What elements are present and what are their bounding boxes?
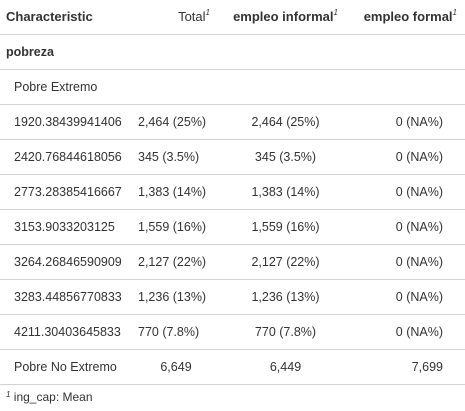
cell-formal: 0 (NA%) [395, 184, 443, 199]
table-row: 2773.28385416667 1,383 (14%) 1,383 (14%)… [0, 174, 465, 209]
cell-total: 345 (3.5%) [138, 149, 200, 164]
subgroup-label: Pobre Extremo [14, 79, 98, 94]
cell-total: 770 (7.8%) [138, 324, 200, 339]
table-row: 2420.76844618056 345 (3.5%) 345 (3.5%) 0… [0, 139, 465, 174]
cell-formal: 7,699 [411, 359, 443, 374]
cell-informal: 1,236 (13%) [251, 289, 320, 304]
row-label: 4211.30403645833 [14, 324, 121, 339]
cell-informal: 770 (7.8%) [254, 324, 317, 339]
footnote-marker: 1 [333, 8, 338, 18]
table-row: 3283.44856770833 1,236 (13%) 1,236 (13%)… [0, 279, 465, 314]
subgroup-row-pobre-extremo: Pobre Extremo [0, 69, 465, 104]
header-total: Total1 [178, 8, 210, 25]
row-label: 3264.26846590909 [14, 254, 122, 269]
cell-formal: 0 (NA%) [395, 114, 443, 129]
table-row: 3264.26846590909 2,127 (22%) 2,127 (22%)… [0, 244, 465, 279]
cell-formal: 0 (NA%) [395, 289, 443, 304]
cell-formal: 0 (NA%) [395, 149, 443, 164]
header-row: Characteristic Total1 empleo informal1 e… [0, 0, 465, 34]
footnote-text: ing_cap: Mean [13, 389, 93, 404]
cell-total: 2,464 (25%) [138, 114, 207, 129]
cell-informal: 1,559 (16%) [251, 219, 320, 234]
cell-total: 1,236 (13%) [138, 289, 207, 304]
table-row-pobre-no-extremo: Pobre No Extremo 6,649 6,449 7,699 [0, 349, 465, 384]
summary-table: Characteristic Total1 empleo informal1 e… [0, 0, 465, 384]
header-empleo-informal: empleo informal1 [233, 8, 338, 25]
row-label: 3283.44856770833 [14, 289, 122, 304]
cell-total: 6,649 [160, 359, 192, 374]
header-characteristic: Characteristic [6, 9, 93, 25]
row-label: 1920.38439941406 [14, 114, 122, 129]
cell-informal: 2,464 (25%) [251, 114, 320, 129]
row-label: 3153.9033203125 [14, 219, 115, 234]
row-label: Pobre No Extremo [14, 359, 117, 374]
group-label: pobreza [6, 44, 54, 59]
table-row: 3153.9033203125 1,559 (16%) 1,559 (16%) … [0, 209, 465, 244]
row-label: 2773.28385416667 [14, 184, 122, 199]
table-footnote: 1 ing_cap: Mean [0, 385, 465, 411]
table-row: 4211.30403645833 770 (7.8%) 770 (7.8%) 0… [0, 314, 465, 349]
cell-total: 1,383 (14%) [138, 184, 207, 199]
cell-informal: 2,127 (22%) [251, 254, 320, 269]
table-row: 1920.38439941406 2,464 (25%) 2,464 (25%)… [0, 104, 465, 139]
group-row-pobreza: pobreza [0, 34, 465, 69]
cell-formal: 0 (NA%) [395, 254, 443, 269]
header-empleo-formal: empleo formal1 [363, 8, 457, 25]
cell-total: 2,127 (22%) [138, 254, 207, 269]
footnote-marker: 1 [452, 8, 457, 18]
row-label: 2420.76844618056 [14, 149, 122, 164]
footnote-marker: 1 [205, 8, 210, 18]
footnote-marker: 1 [6, 389, 11, 399]
cell-formal: 0 (NA%) [395, 324, 443, 339]
cell-formal: 0 (NA%) [395, 219, 443, 234]
cell-informal: 6,449 [269, 359, 302, 374]
cell-informal: 1,383 (14%) [251, 184, 320, 199]
cell-informal: 345 (3.5%) [254, 149, 317, 164]
cell-total: 1,559 (16%) [138, 219, 207, 234]
